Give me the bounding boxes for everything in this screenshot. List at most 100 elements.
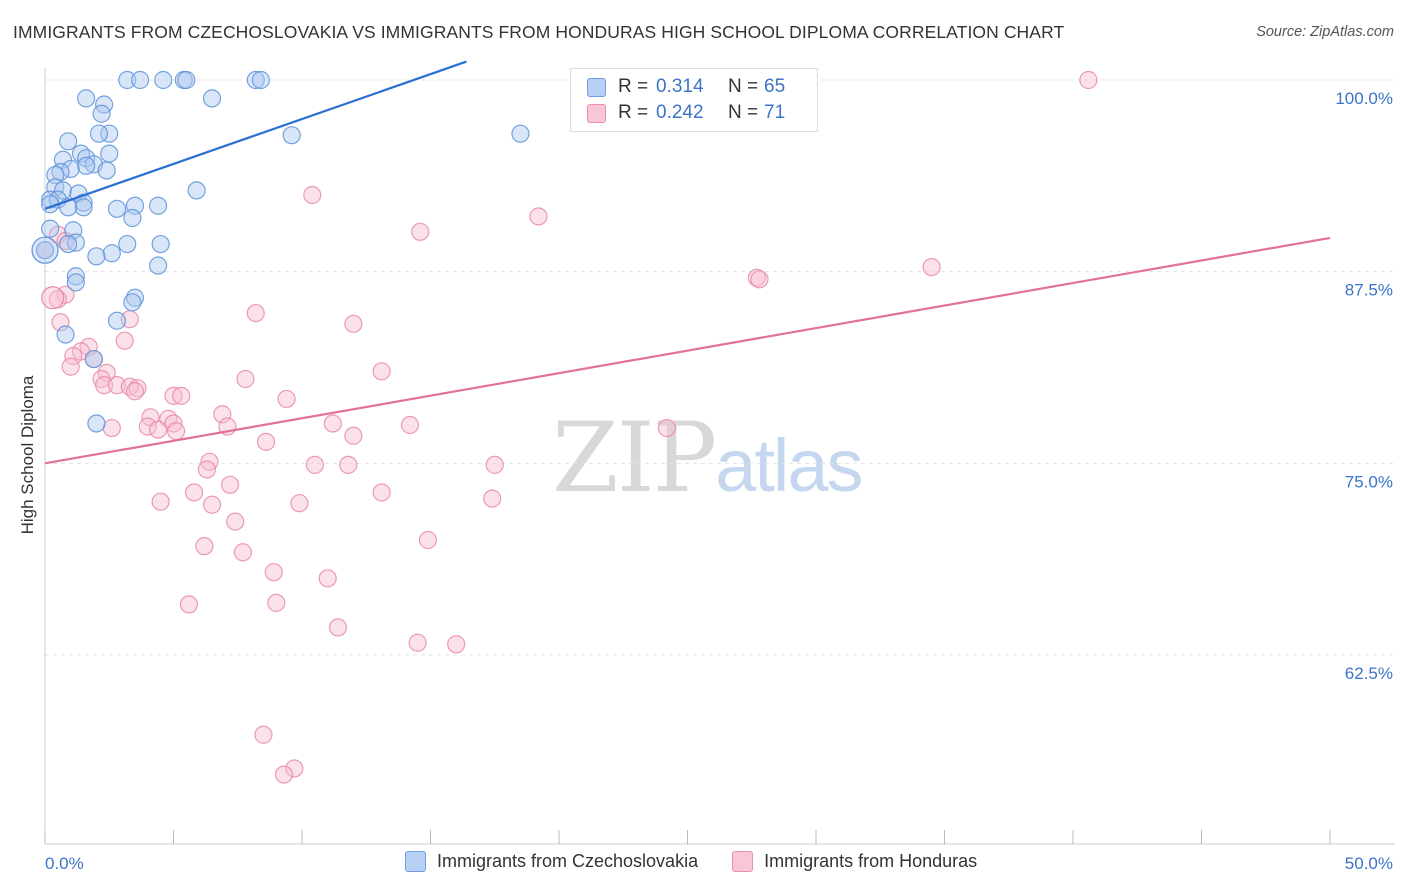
czechoslovakia-point — [251, 70, 270, 90]
honduras-point — [372, 483, 391, 502]
czechoslovakia-point — [187, 181, 206, 200]
honduras-point — [236, 369, 255, 389]
czechoslovakia-point — [59, 132, 78, 151]
honduras-point — [197, 460, 217, 479]
y-tick-label: 100.0% — [1335, 89, 1393, 108]
y-tick-label: 75.0% — [1345, 472, 1393, 491]
axis-layer — [44, 68, 1395, 845]
honduras-point — [529, 207, 548, 226]
czechoslovakia-point — [87, 247, 106, 266]
czechoslovakia-point — [130, 70, 150, 90]
honduras-point — [411, 222, 430, 241]
honduras-point — [922, 257, 941, 277]
honduras-point — [61, 357, 80, 376]
honduras-point — [344, 314, 363, 333]
czechoslovakia-point — [148, 256, 168, 275]
honduras-point — [290, 494, 309, 513]
honduras-point — [264, 563, 283, 582]
czechoslovakia-point — [123, 208, 142, 228]
y-axis-label: High School Diploma — [18, 375, 37, 535]
honduras-point — [323, 414, 342, 433]
czechoslovakia-point — [41, 219, 60, 238]
source-label: Source: ZipAtlas.com — [1256, 24, 1394, 40]
legend-item-honduras[interactable]: Immigrants from Honduras — [732, 851, 977, 872]
czechoslovakia-point — [100, 144, 119, 163]
czechoslovakia-point — [177, 70, 196, 90]
honduras-point — [128, 379, 147, 398]
czechoslovakia-legend-swatch — [405, 851, 426, 872]
honduras-point — [220, 475, 240, 494]
czechoslovakia-point — [123, 293, 142, 312]
r-value: 0.314 — [656, 76, 704, 97]
czechoslovakia-point — [118, 234, 137, 254]
honduras-point — [202, 495, 222, 514]
czechoslovakia-point — [77, 89, 96, 108]
honduras-point — [151, 492, 170, 511]
czechoslovakia-point — [87, 414, 106, 433]
czechoslovakia-point — [66, 233, 85, 252]
czechoslovakia-point — [53, 181, 73, 200]
y-tick-label: 62.5% — [1345, 664, 1393, 683]
czechoslovakia-trend-line — [44, 60, 467, 210]
honduras-point — [125, 382, 145, 401]
honduras-point — [256, 432, 276, 451]
n-label: N = — [728, 76, 759, 97]
czechoslovakia-point — [100, 124, 119, 143]
r-value: 0.242 — [656, 102, 704, 123]
honduras-point-large — [41, 286, 65, 310]
honduras-point — [328, 618, 348, 637]
stats-row-czechoslovakia: R = 0.314 N = 65 — [587, 75, 785, 99]
czechoslovakia-point — [511, 124, 530, 143]
honduras-point — [233, 543, 252, 562]
czechoslovakia-point — [102, 244, 121, 263]
honduras-point — [166, 422, 186, 441]
n-label: N = — [728, 102, 759, 123]
honduras-point — [184, 483, 204, 502]
honduras-point — [1079, 70, 1098, 90]
legend-item-czechoslovakia[interactable]: Immigrants from Czechoslovakia — [405, 851, 698, 872]
honduras-point — [195, 537, 214, 556]
honduras-point — [408, 633, 427, 652]
honduras-point — [95, 376, 114, 395]
n-value: 71 — [764, 102, 786, 123]
czechoslovakia-point — [66, 267, 85, 286]
czechoslovakia-point — [148, 196, 168, 215]
honduras-point — [246, 303, 265, 323]
czechoslovakia-point — [35, 241, 55, 260]
czechoslovakia-swatch — [587, 77, 606, 97]
honduras-point — [102, 418, 121, 438]
honduras-points — [35, 70, 1098, 784]
czechoslovakia-point-large — [31, 236, 59, 264]
n-value: 65 — [764, 76, 786, 97]
czechoslovakia-point — [151, 234, 170, 254]
czechoslovakia-point — [84, 349, 103, 369]
czechoslovakia-point — [61, 159, 80, 179]
czechoslovakia-point — [77, 156, 96, 175]
stats-legend: R = 0.314 N = 65 R = 0.242 N = 71 — [570, 68, 818, 132]
honduras-point — [115, 331, 134, 350]
honduras-point — [226, 512, 245, 531]
czechoslovakia-point — [92, 104, 111, 123]
x-tick-label: 50.0% — [1345, 854, 1393, 873]
czechoslovakia-point — [56, 325, 75, 344]
honduras-point — [179, 595, 199, 614]
czechoslovakia-point — [282, 126, 301, 145]
x-tick-label: 0.0% — [45, 854, 84, 873]
czechoslovakia-point — [246, 70, 265, 90]
honduras-point — [172, 386, 191, 405]
y-tick-label: 87.5% — [1345, 281, 1393, 300]
czechoslovakia-point — [89, 124, 109, 143]
czechoslovakia-point — [66, 273, 85, 292]
honduras-point — [285, 759, 304, 778]
honduras-point — [318, 569, 337, 588]
czechoslovakia-point — [97, 161, 116, 180]
czechoslovakia-point — [59, 234, 78, 254]
honduras-point — [303, 185, 322, 205]
honduras-point — [485, 455, 504, 474]
honduras-point — [400, 415, 420, 435]
honduras-point — [64, 346, 83, 366]
honduras-point — [372, 362, 391, 381]
honduras-swatch — [587, 103, 606, 123]
honduras-legend-swatch — [732, 851, 754, 872]
